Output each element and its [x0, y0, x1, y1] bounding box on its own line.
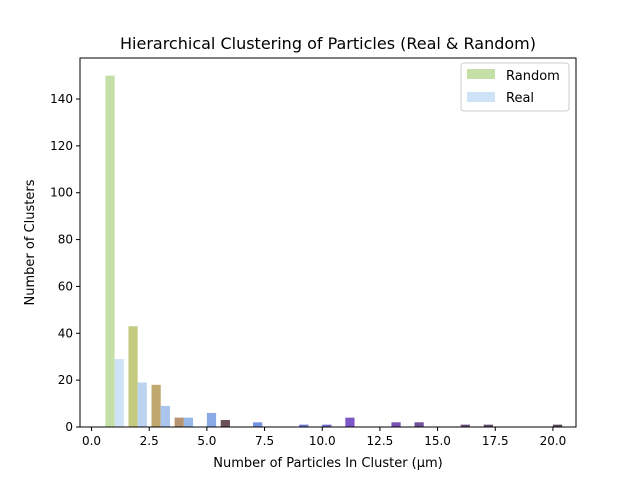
bars-layer [105, 75, 563, 427]
bar-real-11 [460, 424, 470, 427]
y-axis-label: Number of Clusters [23, 179, 38, 305]
y-tick-label: 120 [50, 139, 73, 153]
bar-real-12 [483, 424, 493, 427]
bar-real-5 [253, 422, 263, 427]
y-axis: 0 20 40 60 80 100 120 140 [50, 92, 80, 434]
x-tick-label: 12.5 [367, 434, 394, 448]
y-tick-label: 80 [58, 233, 73, 247]
bar-real-4 [206, 412, 217, 427]
bar-real-10 [414, 422, 424, 427]
x-tick-label: 20.0 [540, 434, 567, 448]
bar-unlabeled-0 [220, 419, 230, 427]
y-tick-label: 0 [65, 420, 73, 434]
legend: Random Real [460, 62, 570, 112]
bar-random-1 [128, 326, 138, 427]
x-tick-label: 7.5 [255, 434, 274, 448]
legend-swatch-random [467, 69, 495, 79]
x-tick-label: 15.0 [424, 434, 451, 448]
legend-swatch-real [467, 92, 495, 102]
bar-random-2 [151, 384, 161, 427]
x-tick-label: 5.0 [197, 434, 216, 448]
x-tick-label: 17.5 [482, 434, 509, 448]
bar-real-13 [552, 424, 563, 427]
bar-real-7 [322, 424, 332, 427]
bar-real-9 [391, 422, 401, 427]
y-tick-label: 100 [50, 186, 73, 200]
x-tick-label: 10.0 [309, 434, 336, 448]
x-tick-label: 2.5 [140, 434, 159, 448]
legend-label-random: Random [506, 69, 560, 84]
y-tick-label: 140 [50, 92, 73, 106]
plot-frame [79, 57, 577, 428]
bar-random-0 [105, 75, 115, 427]
bar-real-6 [299, 424, 309, 427]
x-axis: 0.0 2.5 5.0 7.5 10.0 12.5 15.0 17.5 20.0 [82, 427, 566, 448]
legend-label-real: Real [506, 91, 534, 106]
bar-real-0 [114, 359, 124, 427]
chart-title: Hierarchical Clustering of Particles (Re… [120, 34, 536, 53]
x-tick-label: 0.0 [82, 434, 101, 448]
x-axis-label: Number of Particles In Cluster (µm) [213, 456, 443, 471]
y-tick-label: 60 [58, 279, 73, 293]
bar-real-3 [183, 417, 194, 427]
bar-real-1 [137, 382, 147, 427]
bar-real-2 [160, 405, 170, 427]
y-tick-label: 40 [58, 326, 73, 340]
bar-real-8 [345, 417, 355, 427]
y-tick-label: 20 [58, 373, 73, 387]
bar-random-3 [174, 417, 184, 427]
